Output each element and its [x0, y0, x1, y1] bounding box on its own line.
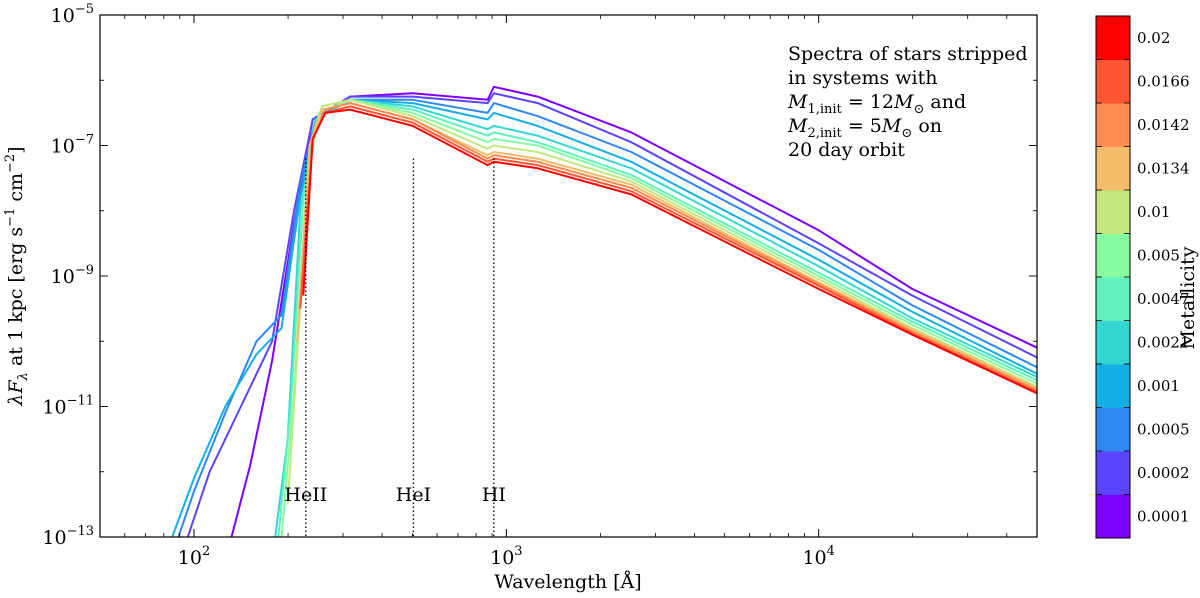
- y-tick-label-0: 10−13: [42, 524, 94, 549]
- series-line-8: [296, 102, 1037, 390]
- series-line-4: [274, 98, 1037, 537]
- colorbar-title: Metallicity: [1177, 246, 1199, 349]
- x-tick-label-0: 102: [178, 544, 210, 569]
- series-line-1: [186, 92, 1037, 537]
- colorbar-label-11: 0.02: [1137, 29, 1170, 47]
- y-tick-label-1: 10−11: [42, 394, 94, 419]
- colorbar-swatch-10: [1096, 59, 1130, 104]
- series-line-3: [171, 98, 1037, 537]
- colorbar-label-6: 0.005: [1137, 246, 1180, 264]
- colorbar-label-8: 0.0134: [1137, 159, 1190, 177]
- series-layer: [171, 85, 1037, 537]
- y-tick-label-2: 10−9: [51, 263, 94, 288]
- edge-label-0: HeII: [284, 484, 327, 506]
- colorbar-swatch-3: [1096, 364, 1130, 408]
- colorbar-swatch-2: [1096, 407, 1130, 452]
- colorbar-swatch-11: [1096, 16, 1130, 60]
- colorbar-label-9: 0.0142: [1137, 116, 1190, 134]
- colorbar-label-0: 0.0001: [1137, 507, 1190, 525]
- series-line-0: [230, 85, 1037, 537]
- y-axis-label: λFλ at 1 kpc [erg s−1 cm−2]: [3, 146, 31, 406]
- colorbar-swatch-8: [1096, 146, 1130, 191]
- colorbar-swatch-5: [1096, 277, 1130, 321]
- axis-ticks: 102 103 104 10−13 10−11 10−9 10−7 10−5: [42, 2, 1038, 569]
- colorbar-label-2: 0.0005: [1137, 420, 1190, 438]
- colorbar-label: Metallicity: [1177, 246, 1199, 349]
- annotation-line-5: 20 day orbit: [788, 139, 905, 161]
- series-line-11: [302, 108, 1037, 395]
- ionization-edges: HeII HeI HI: [284, 158, 506, 537]
- colorbar: 0.0001 0.0002 0.0005 0.001 0.0021 0.0047 0.005…: [1096, 16, 1190, 539]
- x-tick-label-2: 104: [802, 544, 834, 569]
- series-line-9: [299, 102, 1037, 392]
- x-axis-label: Wavelength [Å]: [494, 571, 641, 593]
- plot-area: [100, 15, 1037, 537]
- y-tick-label-3: 10−7: [51, 133, 94, 158]
- colorbar-label-4: 0.0021: [1137, 333, 1190, 351]
- colorbar-label-3: 0.001: [1137, 377, 1180, 395]
- edge-label-1: HeI: [396, 484, 431, 506]
- colorbar-swatch-7: [1096, 190, 1130, 234]
- y-tick-label-4: 10−5: [51, 2, 94, 27]
- plot-frame: [99, 14, 1038, 538]
- annotation-line-2: in systems with: [788, 67, 938, 89]
- colorbar-swatch-1: [1096, 451, 1130, 495]
- colorbar-label-10: 0.0166: [1137, 72, 1190, 90]
- x-tick-label-1: 103: [490, 544, 522, 569]
- colorbar-label-7: 0.01: [1137, 203, 1170, 221]
- series-line-2: [177, 98, 1037, 537]
- colorbar-label-1: 0.0002: [1137, 464, 1190, 482]
- edge-label-2: HI: [482, 484, 506, 506]
- series-line-5: [277, 98, 1037, 537]
- colorbar-swatch-6: [1096, 233, 1130, 278]
- annotation-box: Spectra of stars stripped in systems wit…: [787, 43, 1028, 161]
- colorbar-swatch-0: [1096, 494, 1130, 539]
- annotation-line-4: M2,init = 5M⊙ on: [787, 115, 942, 141]
- colorbar-label-5: 0.0047: [1137, 290, 1190, 308]
- colorbar-swatch-9: [1096, 103, 1130, 147]
- annotation-line-1: Spectra of stars stripped: [788, 43, 1028, 65]
- colorbar-swatch-4: [1096, 320, 1130, 365]
- svg-text:λFλ at 1 kpc [erg s−1 cm−2]: λFλ at 1 kpc [erg s−1 cm−2]: [3, 146, 31, 406]
- annotation-line-3: M1,init = 12M⊙ and: [787, 91, 966, 117]
- colorbar-frame: [1095, 15, 1131, 539]
